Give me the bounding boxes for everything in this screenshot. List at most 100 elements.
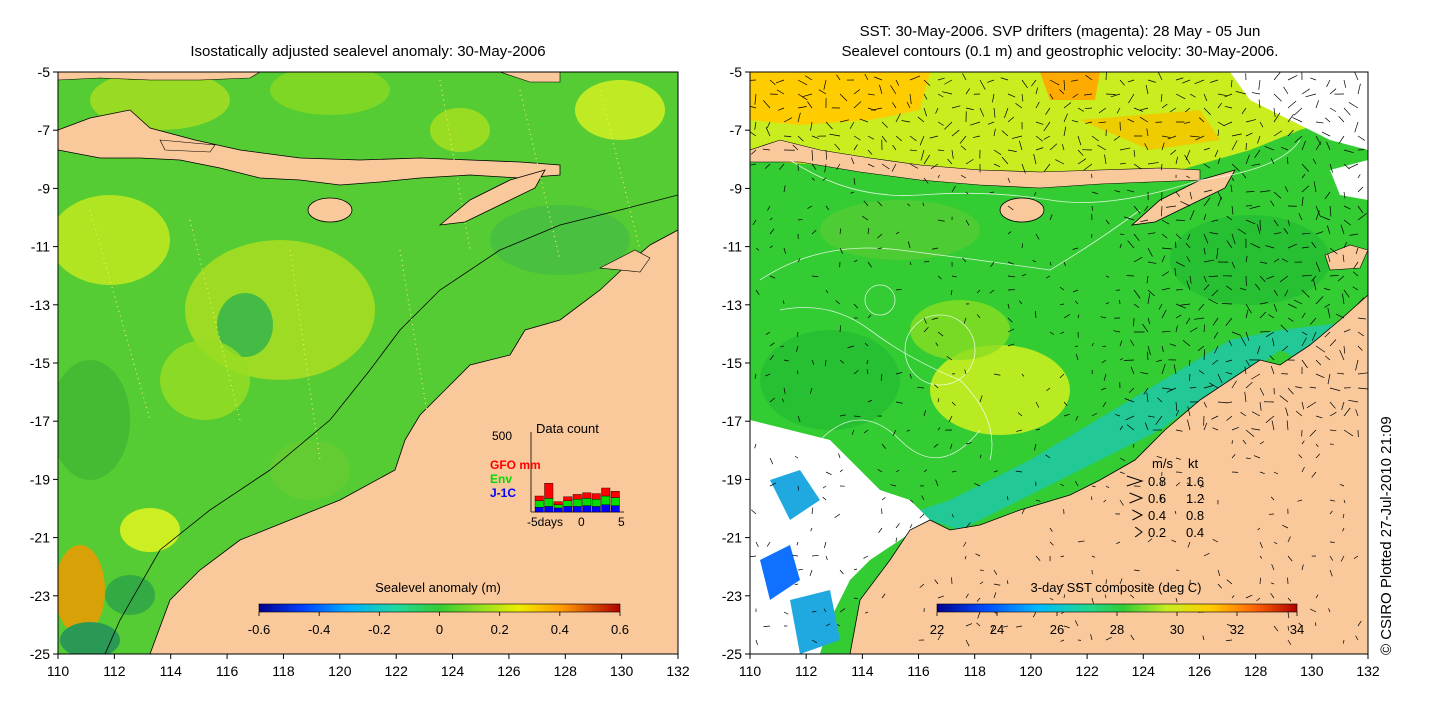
velocity-vector <box>1341 401 1345 410</box>
velocity-vector <box>1046 387 1051 392</box>
velocity-vector <box>1273 625 1279 632</box>
velocity-vector <box>951 470 957 473</box>
sla-colorbar-tick-label: -0.2 <box>368 622 390 637</box>
velocity-vector <box>1315 121 1324 124</box>
velocity-vector <box>1352 271 1359 277</box>
velocity-vector <box>1175 303 1187 309</box>
velocity-vector <box>895 469 900 473</box>
velocity-vector <box>1301 196 1304 207</box>
velocity-vector <box>1033 191 1037 196</box>
velocity-vector <box>1060 483 1065 487</box>
velocity-vector <box>1343 219 1351 226</box>
velocity-vector <box>1245 331 1250 341</box>
velocity-vector <box>839 325 842 333</box>
velocity-vector <box>993 470 998 473</box>
right-lon-tick-label: 120 <box>1019 663 1043 679</box>
velocity-vector <box>1203 107 1211 116</box>
velocity-vector <box>834 143 841 151</box>
velocity-vector <box>1270 582 1275 585</box>
velocity-vector <box>1195 135 1205 141</box>
count-bar-j1c <box>591 506 601 513</box>
velocity-vector <box>1127 118 1135 123</box>
velocity-vector <box>1161 135 1171 138</box>
velocity-vector <box>909 524 913 529</box>
velocity-vector <box>965 191 969 195</box>
velocity-vector <box>1231 133 1242 137</box>
velocity-vector <box>1102 345 1107 347</box>
velocity-vector <box>1007 328 1015 333</box>
velocity-vector <box>1074 345 1079 348</box>
velocity-vector <box>1021 273 1027 277</box>
velocity-vector <box>1298 622 1303 627</box>
velocity-vector <box>1049 597 1054 601</box>
velocity-vector <box>1270 593 1275 599</box>
velocity-vector <box>906 101 911 109</box>
velocity-vector <box>1133 205 1141 214</box>
velocity-vector <box>755 541 759 548</box>
right-map-panel: SST: 30-May-2006. SVP drifters (magenta)… <box>722 23 1380 679</box>
velocity-vector <box>1158 303 1163 310</box>
velocity-vector <box>1315 373 1325 378</box>
velocity-vector <box>1156 359 1163 362</box>
velocity-vector <box>1211 415 1219 420</box>
velocity-vector <box>878 527 883 533</box>
right-lat-tick-label: -9 <box>730 180 743 196</box>
velocity-vector <box>1342 254 1345 263</box>
velocity-vector <box>1357 83 1361 95</box>
velocity-vector <box>1315 210 1320 221</box>
velocity-vector <box>1071 120 1079 123</box>
velocity-vector <box>1203 163 1210 169</box>
velocity-vector <box>1353 261 1359 269</box>
velocity-vector <box>877 247 883 249</box>
velocity-vector <box>895 79 900 86</box>
velocity-vector <box>935 342 939 347</box>
velocity-vector <box>797 219 803 221</box>
velocity-vector <box>1254 149 1261 159</box>
velocity-vector <box>1161 163 1163 171</box>
left-lat-tick-label: -5 <box>38 64 51 80</box>
velocity-vector <box>1259 441 1265 445</box>
sst-colorbar-gradient <box>936 603 1298 613</box>
velocity-vector <box>1203 284 1210 291</box>
velocity-vector <box>1315 141 1322 151</box>
velocity-vector <box>1357 387 1368 390</box>
velocity-vector <box>1251 428 1261 431</box>
velocity-vector <box>1329 499 1336 502</box>
velocity-legend-ms: 0.6 <box>1148 491 1166 506</box>
velocity-vector <box>777 107 785 111</box>
velocity-vector <box>1001 130 1009 137</box>
velocity-vector <box>1130 366 1135 375</box>
velocity-vector <box>1007 93 1016 98</box>
velocity-vector <box>1343 191 1346 199</box>
velocity-vector <box>976 289 981 294</box>
left-lat-tick-label: -21 <box>30 530 50 546</box>
velocity-vector <box>1343 107 1351 116</box>
velocity-vector <box>1352 286 1359 291</box>
velocity-vector <box>837 624 841 627</box>
right-lon-tick-label: 132 <box>1356 663 1380 679</box>
velocity-vector <box>1174 510 1177 515</box>
velocity-vector <box>1133 233 1140 242</box>
velocity-vector <box>1077 135 1082 146</box>
velocity-vector <box>1225 401 1233 404</box>
velocity-vector <box>975 553 981 557</box>
velocity-vector <box>937 595 944 599</box>
velocity-vector <box>1212 359 1219 365</box>
data-count-inset: Data count 500 GFO mm Env J-1C -5days 0 … <box>490 421 625 529</box>
velocity-vector <box>1310 77 1317 81</box>
right-lon-tick-label: 116 <box>907 663 930 679</box>
velocity-vector <box>1019 300 1023 305</box>
velocity-vector <box>1119 457 1125 461</box>
velocity-vector <box>1245 255 1248 263</box>
velocity-vector <box>1284 186 1289 193</box>
velocity-vector <box>1105 275 1110 278</box>
velocity-vector <box>1175 325 1178 333</box>
velocity-vector <box>929 135 939 139</box>
velocity-vector <box>1035 401 1040 408</box>
velocity-vector <box>1287 129 1294 137</box>
velocity-vector <box>867 399 873 403</box>
velocity-vector <box>1315 345 1326 353</box>
velocity-vector <box>1091 485 1096 488</box>
velocity-vector <box>1185 107 1191 113</box>
velocity-legend-kt: 1.2 <box>1186 491 1204 506</box>
